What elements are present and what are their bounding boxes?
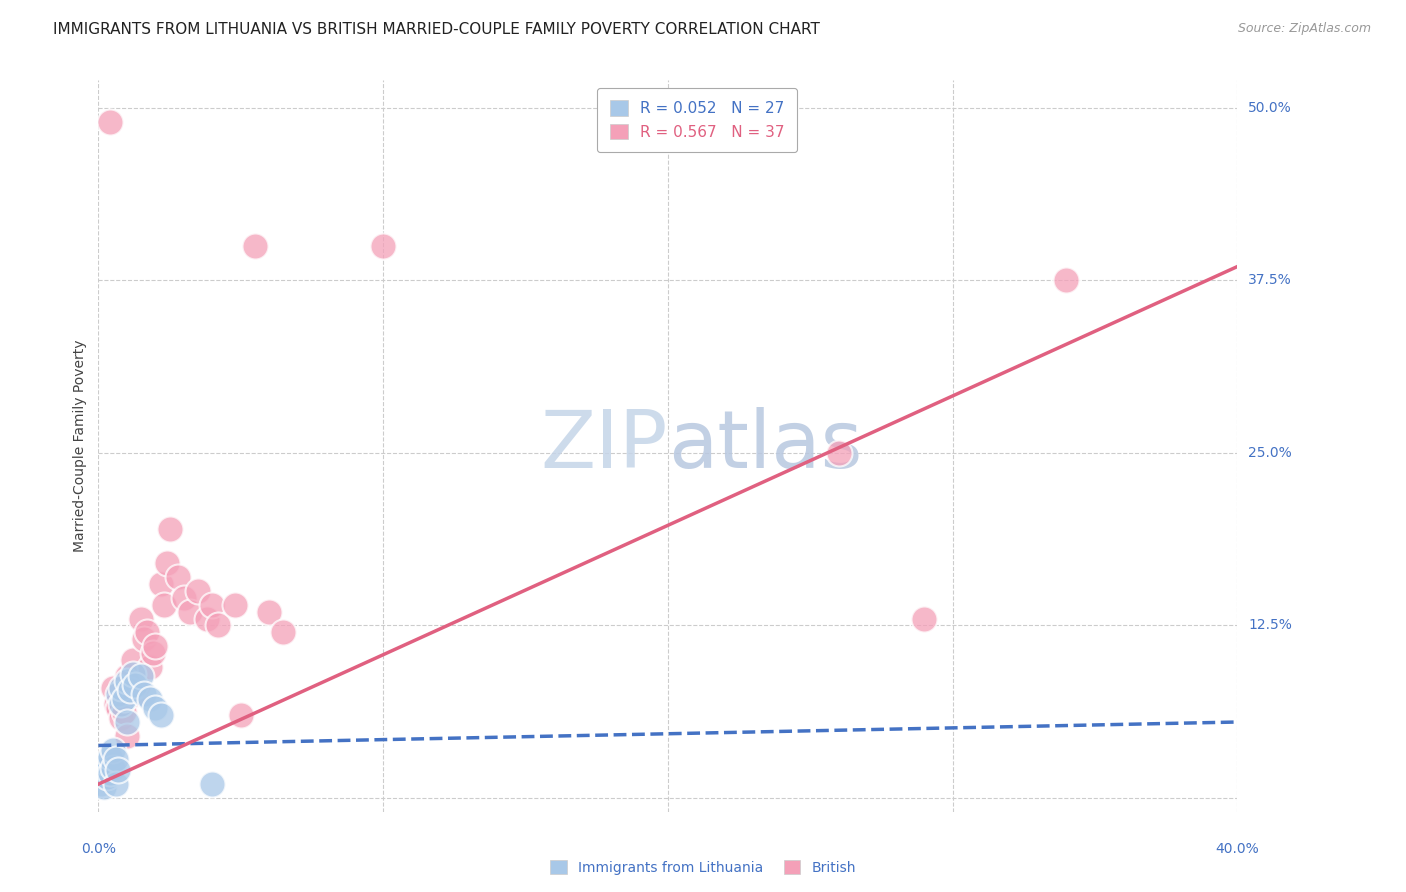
Point — [101, 742, 124, 756]
Point — [141, 646, 163, 660]
Point — [98, 114, 121, 128]
Point — [273, 625, 295, 640]
Point — [121, 653, 143, 667]
Point — [98, 766, 121, 780]
Point — [107, 764, 129, 778]
Point — [110, 711, 132, 725]
Point — [132, 632, 155, 647]
Text: Source: ZipAtlas.com: Source: ZipAtlas.com — [1237, 22, 1371, 36]
Text: IMMIGRANTS FROM LITHUANIA VS BRITISH MARRIED-COUPLE FAMILY POVERTY CORRELATION C: IMMIGRANTS FROM LITHUANIA VS BRITISH MAR… — [53, 22, 820, 37]
Point — [104, 777, 127, 791]
Point — [150, 577, 173, 591]
Text: 25.0%: 25.0% — [1249, 446, 1292, 460]
Point — [153, 598, 176, 612]
Point — [101, 681, 124, 695]
Y-axis label: Married-Couple Family Poverty: Married-Couple Family Poverty — [73, 340, 87, 552]
Point — [115, 714, 138, 729]
Point — [115, 673, 138, 688]
Point — [104, 697, 127, 711]
Point — [124, 678, 146, 692]
Point — [115, 669, 138, 683]
Point — [179, 605, 201, 619]
Point — [127, 678, 149, 692]
Point — [1056, 273, 1078, 287]
Point — [145, 639, 167, 653]
Point — [224, 598, 246, 612]
Point — [156, 557, 179, 571]
Text: 12.5%: 12.5% — [1249, 618, 1292, 632]
Point — [112, 706, 135, 720]
Point — [187, 583, 209, 598]
Point — [98, 749, 121, 764]
Text: 0.0%: 0.0% — [82, 842, 115, 856]
Legend: Immigrants from Lithuania, British: Immigrants from Lithuania, British — [544, 855, 862, 880]
Point — [107, 687, 129, 701]
Point — [912, 611, 935, 625]
Point — [101, 760, 124, 774]
Text: 37.5%: 37.5% — [1249, 273, 1292, 287]
Point — [201, 598, 224, 612]
Text: atlas: atlas — [668, 407, 862, 485]
Point — [110, 697, 132, 711]
Point — [259, 605, 281, 619]
Point — [121, 666, 143, 681]
Point — [828, 446, 851, 460]
Point — [93, 780, 115, 794]
Point — [118, 683, 141, 698]
Point — [90, 777, 112, 791]
Point — [135, 625, 157, 640]
Point — [373, 239, 395, 253]
Point — [129, 669, 152, 683]
Text: 40.0%: 40.0% — [1215, 842, 1260, 856]
Text: 50.0%: 50.0% — [1249, 101, 1292, 115]
Point — [110, 681, 132, 695]
Point — [207, 618, 229, 632]
Point — [138, 691, 160, 706]
Point — [167, 570, 190, 584]
Point — [243, 239, 266, 253]
Point — [124, 687, 146, 701]
Point — [150, 708, 173, 723]
Point — [115, 729, 138, 743]
Point — [229, 708, 252, 723]
Point — [138, 660, 160, 674]
Point — [159, 522, 181, 536]
Text: ZIP: ZIP — [540, 407, 668, 485]
Point — [96, 756, 118, 771]
Point — [201, 777, 224, 791]
Point — [112, 691, 135, 706]
Point — [107, 701, 129, 715]
Point — [195, 611, 218, 625]
Legend: R = 0.052   N = 27, R = 0.567   N = 37: R = 0.052 N = 27, R = 0.567 N = 37 — [598, 88, 797, 152]
Point — [104, 752, 127, 766]
Point — [145, 701, 167, 715]
Point — [93, 764, 115, 778]
Point — [96, 770, 118, 784]
Point — [173, 591, 195, 605]
Point — [129, 611, 152, 625]
Point — [132, 687, 155, 701]
